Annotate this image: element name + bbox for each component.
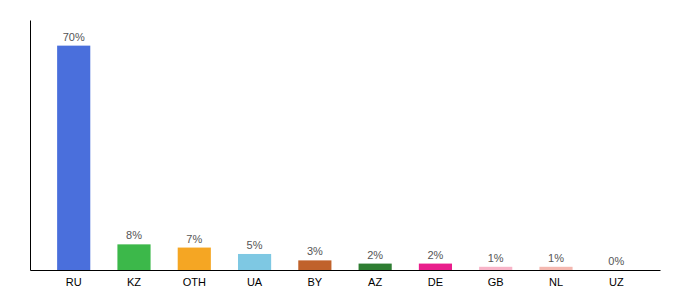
x-tick-label: RU <box>66 276 82 288</box>
data-label: 5% <box>247 239 263 251</box>
x-tick-label: KZ <box>127 276 141 288</box>
x-tick: OTH <box>183 270 206 288</box>
bar <box>600 270 633 271</box>
bar <box>479 267 512 270</box>
x-tick: UA <box>247 270 263 288</box>
x-tick-label: OTH <box>183 276 206 288</box>
x-tick-label: UZ <box>609 276 624 288</box>
data-labels: 70% 8% 7% 5% 3% 2% 2% 1% 1% 0% <box>63 31 625 267</box>
data-label: 8% <box>126 229 142 241</box>
x-tick-label: UA <box>247 276 263 288</box>
bar <box>57 46 90 270</box>
x-tick: BY <box>308 270 323 288</box>
x-axis-line <box>31 270 661 271</box>
data-label: 2% <box>367 249 383 261</box>
plot: RU KZ OTH UA BY AZ DE GB NL UZ 70% 8% 7% 5% 3% 2% 2% 1% 1%… <box>31 21 661 288</box>
x-tick-label: NL <box>549 276 563 288</box>
x-tick: DE <box>428 270 443 288</box>
x-tick: NL <box>549 270 563 288</box>
data-label: 2% <box>427 249 443 261</box>
bar <box>419 264 452 270</box>
bar <box>539 267 572 270</box>
x-tick-label: BY <box>308 276 323 288</box>
data-label: 70% <box>63 31 85 43</box>
x-axis: RU KZ OTH UA BY AZ DE GB NL UZ <box>31 270 661 288</box>
bar <box>359 264 392 270</box>
bar <box>178 248 211 270</box>
data-label: 1% <box>488 252 504 264</box>
x-tick: AZ <box>368 270 382 288</box>
x-tick-label: DE <box>428 276 443 288</box>
y-axis <box>30 21 31 271</box>
data-label: 0% <box>608 255 624 267</box>
x-tick-label: GB <box>488 276 504 288</box>
x-tick: GB <box>488 270 504 288</box>
x-tick-label: AZ <box>368 276 382 288</box>
y-axis-line <box>30 21 31 271</box>
data-label: 7% <box>186 233 202 245</box>
bar <box>117 244 150 270</box>
data-label: 1% <box>548 252 564 264</box>
bar <box>238 254 271 270</box>
x-tick: KZ <box>127 270 141 288</box>
chart: RU KZ OTH UA BY AZ DE GB NL UZ 70% 8% 7% 5% 3% 2% 2% 1% 1%… <box>0 0 680 300</box>
bars <box>57 46 572 270</box>
x-tick: UZ <box>609 270 624 288</box>
bar <box>298 260 331 270</box>
data-label: 3% <box>307 245 323 257</box>
x-tick: RU <box>66 270 82 288</box>
